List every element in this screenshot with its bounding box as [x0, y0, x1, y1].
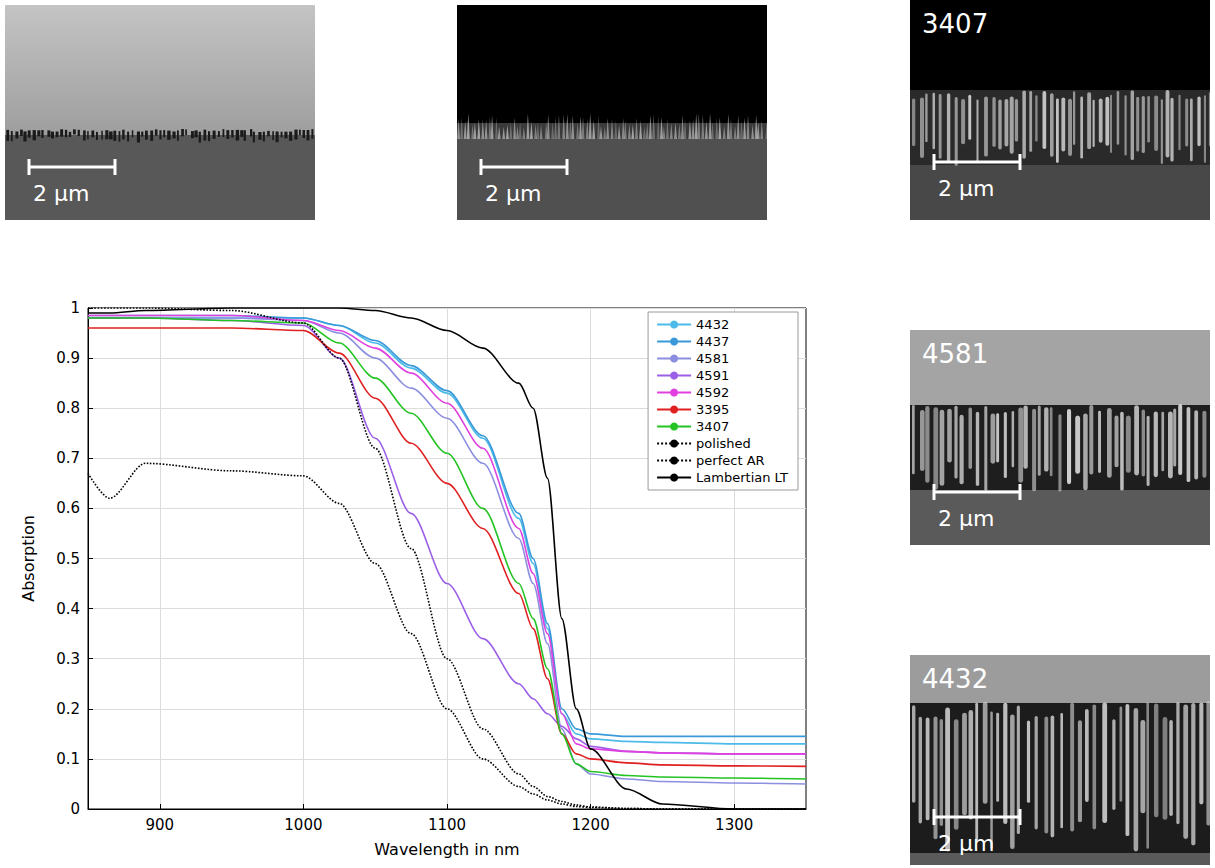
svg-text:0.9: 0.9 [56, 349, 80, 367]
svg-text:Absorption: Absorption [19, 515, 38, 602]
svg-text:3407: 3407 [696, 419, 729, 434]
svg-text:0.7: 0.7 [56, 449, 80, 467]
svg-text:2 μm: 2 μm [33, 181, 89, 206]
svg-text:4591: 4591 [696, 368, 729, 383]
svg-text:0: 0 [70, 800, 80, 818]
svg-text:2 μm: 2 μm [938, 831, 994, 856]
svg-text:Wavelength in nm: Wavelength in nm [374, 840, 519, 859]
svg-text:2 μm: 2 μm [938, 506, 994, 531]
svg-text:2 μm: 2 μm [938, 176, 994, 201]
svg-text:3407: 3407 [922, 9, 988, 39]
svg-text:1100: 1100 [428, 816, 466, 834]
svg-text:2 μm: 2 μm [485, 181, 541, 206]
svg-text:4432: 4432 [696, 317, 729, 332]
svg-text:1000: 1000 [284, 816, 322, 834]
svg-text:900: 900 [145, 816, 174, 834]
svg-text:4581: 4581 [922, 339, 988, 369]
svg-text:0.3: 0.3 [56, 650, 80, 668]
svg-text:0.1: 0.1 [56, 750, 80, 768]
svg-text:4432: 4432 [922, 664, 988, 694]
svg-text:perfect AR: perfect AR [696, 453, 764, 468]
svg-text:0.2: 0.2 [56, 700, 80, 718]
svg-text:1300: 1300 [715, 816, 753, 834]
svg-text:1200: 1200 [572, 816, 610, 834]
svg-text:3395: 3395 [696, 402, 729, 417]
svg-text:0.4: 0.4 [56, 600, 80, 618]
svg-text:4581: 4581 [696, 351, 729, 366]
svg-text:0.8: 0.8 [56, 399, 80, 417]
svg-text:1: 1 [70, 299, 80, 317]
svg-text:Lambertian LT: Lambertian LT [696, 470, 788, 485]
svg-text:0.6: 0.6 [56, 499, 80, 517]
svg-text:4437: 4437 [696, 334, 729, 349]
svg-text:4592: 4592 [696, 385, 729, 400]
svg-text:polished: polished [696, 436, 751, 451]
svg-text:0.5: 0.5 [56, 550, 80, 568]
